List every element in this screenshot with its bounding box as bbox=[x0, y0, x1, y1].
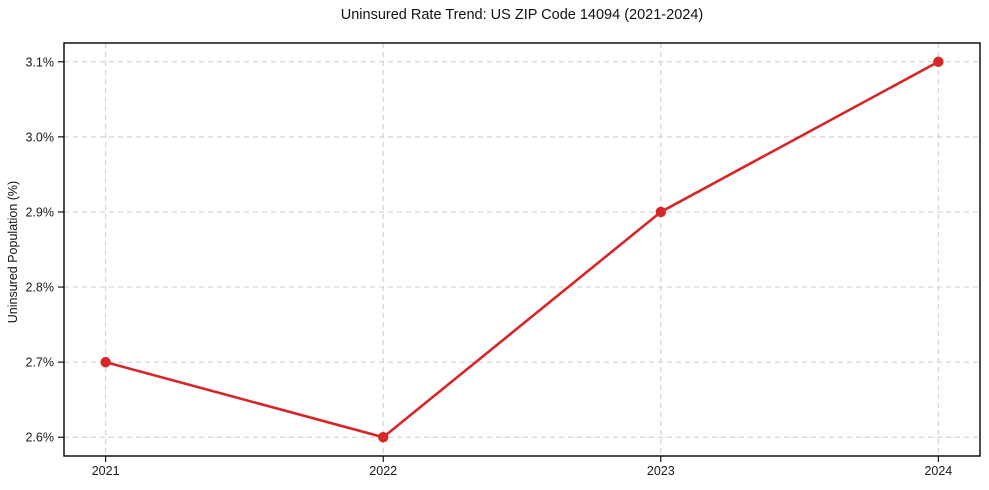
data-point-marker bbox=[100, 356, 111, 368]
data-point-marker bbox=[655, 206, 666, 218]
y-tick-label: 3.0% bbox=[26, 130, 55, 144]
x-tick-label: 2021 bbox=[92, 464, 120, 478]
y-tick-label: 2.7% bbox=[26, 356, 55, 370]
y-tick-label: 2.9% bbox=[26, 205, 55, 219]
plot-border bbox=[63, 42, 981, 457]
trend-line bbox=[104, 60, 940, 439]
x-tick-label: 2024 bbox=[924, 464, 952, 478]
x-tick-label: 2022 bbox=[369, 464, 397, 478]
y-tick-label: 3.1% bbox=[26, 55, 55, 69]
y-tick-label: 2.6% bbox=[26, 431, 55, 445]
x-tick-label: 2023 bbox=[647, 464, 675, 478]
data-point-marker bbox=[378, 432, 389, 443]
data-point-marker bbox=[933, 56, 944, 67]
y-axis-label-text: Uninsured Population (%) bbox=[6, 180, 20, 324]
y-tick-label: 2.8% bbox=[26, 281, 55, 295]
chart-title: Uninsured Rate Trend: US ZIP Code 14094 … bbox=[340, 7, 704, 23]
